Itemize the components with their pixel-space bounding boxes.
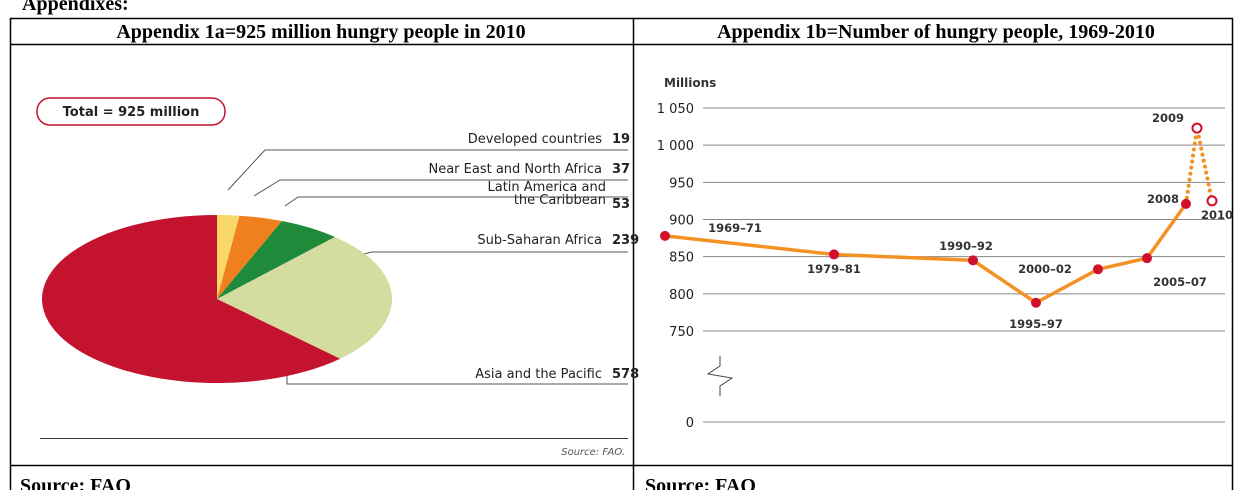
series-line: [663, 202, 1188, 305]
point-label: 2005–07: [1153, 275, 1207, 289]
annotation-box: [36, 97, 226, 126]
pie-slice: [42, 215, 341, 383]
point-label: 1990–92: [939, 239, 993, 253]
slice-label: Asia and the Pacific: [475, 367, 602, 382]
pie-slice: [217, 215, 240, 299]
leader-line: [253, 179, 628, 197]
slice-value: 578: [612, 367, 639, 382]
y-tick-label: 850: [669, 251, 694, 266]
point-label: 2008: [1147, 192, 1179, 206]
column-footer: Source: FAO: [645, 475, 756, 490]
heading: Appendixes:: [22, 0, 129, 15]
leader-line: [359, 251, 628, 256]
column-header: Appendix 1a=925 million hungry people in…: [116, 21, 525, 43]
pie-slice: [217, 236, 392, 359]
y-tick-label: 750: [669, 325, 694, 340]
point: [1191, 122, 1203, 134]
point: [968, 255, 978, 266]
pie-slice: [217, 220, 335, 299]
point: [1206, 195, 1218, 207]
point: [1142, 253, 1152, 264]
leader-line: [227, 149, 628, 191]
point-label: 1995–97: [1009, 317, 1063, 331]
point: [829, 249, 839, 260]
point: [660, 230, 670, 241]
point-label: 2000–02: [1018, 262, 1072, 276]
slice-value: 37: [612, 162, 630, 177]
point: [1031, 297, 1041, 308]
source: Source: FAO.: [561, 447, 625, 458]
slice-value: 19: [612, 132, 630, 147]
point-label: 1979–81: [807, 262, 861, 276]
y-tick-label: 0: [686, 416, 694, 431]
slice-value: 53: [612, 197, 630, 212]
leader-line: [284, 196, 628, 207]
slice-label: Developed countries: [468, 132, 603, 147]
point: [1181, 198, 1191, 209]
annotation: Total = 925 million: [63, 105, 200, 120]
axis-break: [706, 356, 734, 396]
y-axis-label: Millions: [664, 76, 716, 90]
column-footer: Source: FAO: [20, 475, 131, 490]
series-line-dotted: [1184, 126, 1214, 206]
column-header: Appendix 1b=Number of hungry people, 196…: [717, 21, 1155, 43]
y-tick-label: 1 000: [657, 139, 694, 154]
slice-label: Latin America and the Caribbean: [487, 181, 606, 208]
table-border: [9, 17, 1234, 490]
point-label: 2009: [1152, 111, 1184, 125]
slice-value: 239: [612, 233, 639, 248]
y-tick-label: 900: [669, 214, 694, 229]
slice-label: Near East and North Africa: [428, 162, 602, 177]
slice-label: Sub-Saharan Africa: [477, 233, 602, 248]
point: [1093, 264, 1103, 275]
y-tick-label: 950: [669, 176, 694, 191]
slice-label-box: Latin America and the Caribbean: [487, 181, 606, 208]
pie-slice: [217, 215, 282, 299]
y-tick-label: 800: [669, 288, 694, 303]
point-label: 1969–71: [708, 221, 762, 235]
y-tick-label: 1 050: [657, 102, 694, 117]
point-label: 2010: [1201, 208, 1233, 222]
